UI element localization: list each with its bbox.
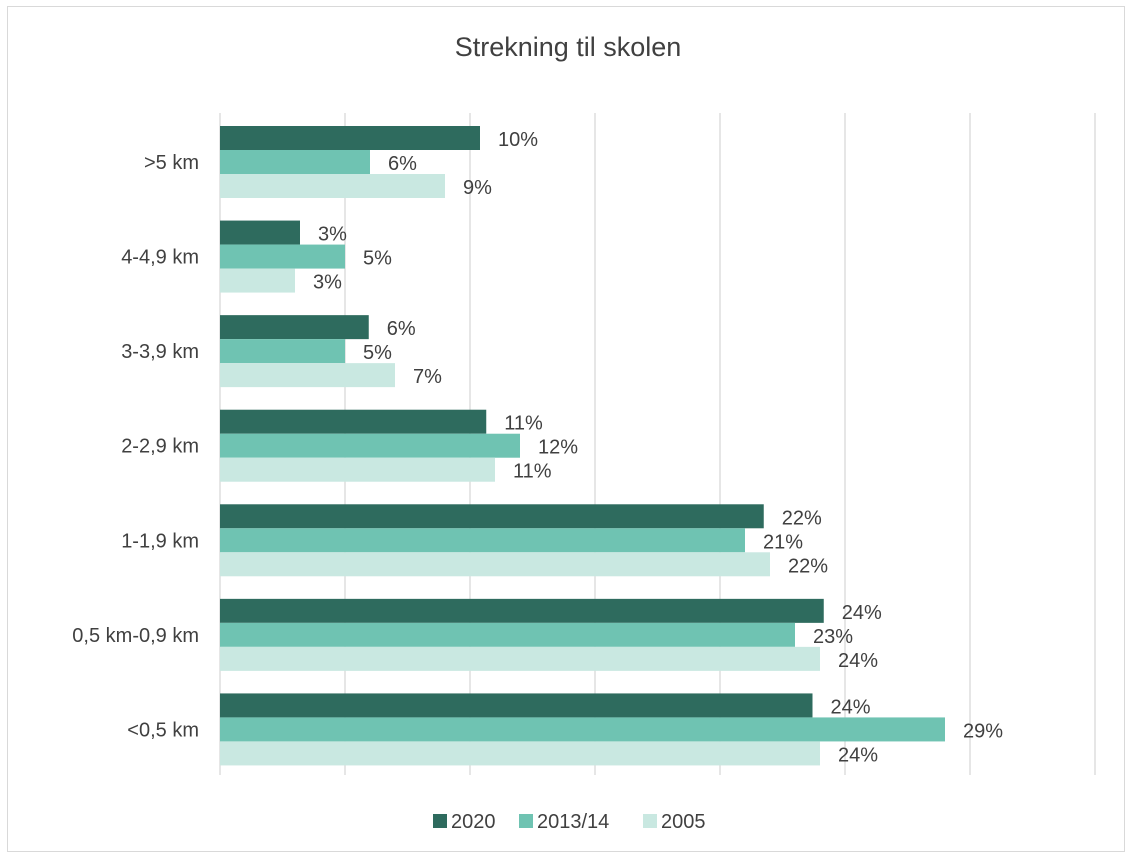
data-label: 3% bbox=[313, 272, 342, 294]
data-label: 24% bbox=[831, 696, 871, 718]
bar bbox=[220, 741, 820, 766]
legend-swatch bbox=[643, 814, 657, 828]
data-label: 11% bbox=[504, 413, 543, 435]
bar bbox=[220, 268, 295, 293]
bar bbox=[220, 363, 395, 388]
bar bbox=[220, 126, 480, 150]
category-label: 3-3,9 km bbox=[121, 341, 199, 363]
data-label: 24% bbox=[842, 602, 882, 624]
bar bbox=[220, 598, 824, 623]
bar bbox=[220, 174, 445, 198]
bar bbox=[220, 693, 813, 718]
bar bbox=[220, 339, 345, 364]
category-label: 1-1,9 km bbox=[121, 530, 199, 552]
legend-label: 2020 bbox=[451, 811, 496, 833]
data-labels: 10%6%9%3%5%3%6%5%7%11%12%11%22%21%22%24%… bbox=[313, 129, 1003, 766]
bar bbox=[220, 646, 820, 671]
data-label: 22% bbox=[782, 507, 822, 529]
bar bbox=[220, 220, 300, 245]
category-label: 4-4,9 km bbox=[121, 247, 199, 269]
data-label: 24% bbox=[838, 650, 878, 672]
category-label: <0,5 km bbox=[127, 719, 199, 741]
data-label: 10% bbox=[498, 129, 538, 151]
legend: 2020 2013/14 2005 bbox=[433, 811, 706, 833]
data-label: 6% bbox=[388, 153, 417, 175]
data-label: 5% bbox=[363, 248, 392, 270]
data-label: 6% bbox=[387, 318, 416, 340]
bar bbox=[220, 504, 764, 529]
data-label: 24% bbox=[838, 744, 878, 766]
data-label: 11% bbox=[513, 461, 552, 483]
data-label: 12% bbox=[538, 437, 578, 459]
bar bbox=[220, 150, 370, 174]
bar bbox=[220, 717, 945, 742]
bar bbox=[220, 409, 487, 434]
bar bbox=[220, 528, 745, 553]
bar bbox=[220, 433, 520, 458]
category-label: 0,5 km-0,9 km bbox=[72, 625, 199, 647]
category-label: >5 km bbox=[144, 152, 199, 174]
legend-label: 2013/14 bbox=[537, 811, 609, 833]
bar bbox=[220, 457, 495, 482]
bars bbox=[220, 126, 945, 766]
legend-swatch bbox=[433, 814, 447, 828]
data-label: 7% bbox=[413, 366, 442, 388]
data-label: 29% bbox=[963, 720, 1003, 742]
legend-swatch bbox=[519, 814, 533, 828]
bar bbox=[220, 244, 345, 269]
data-label: 9% bbox=[463, 177, 492, 199]
data-label: 23% bbox=[813, 626, 853, 648]
category-labels: >5 km 4-4,9 km 3-3,9 km 2-2,9 km 1-1,9 km 0,5… bbox=[72, 152, 199, 741]
bar bbox=[220, 315, 369, 340]
legend-label: 2005 bbox=[661, 811, 706, 833]
bar bbox=[220, 622, 795, 647]
data-label: 3% bbox=[318, 224, 347, 246]
data-label: 22% bbox=[788, 555, 828, 577]
bar bbox=[220, 552, 770, 577]
data-label: 5% bbox=[363, 342, 392, 364]
data-label: 21% bbox=[763, 531, 803, 553]
category-label: 2-2,9 km bbox=[121, 436, 199, 458]
chart-title: Strekning til skolen bbox=[455, 32, 682, 62]
